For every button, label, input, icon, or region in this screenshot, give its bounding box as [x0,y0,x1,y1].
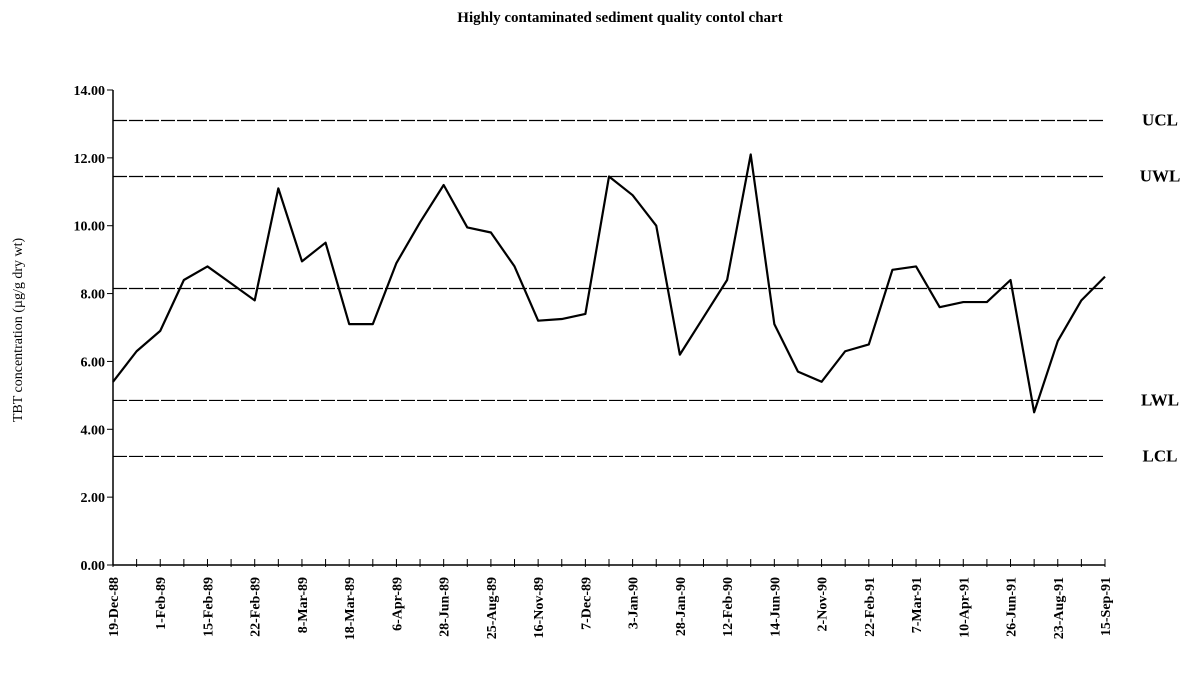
y-tick-label: 8.00 [81,288,106,303]
x-tick-label: 28-Jun-89 [438,577,453,637]
chart-title: Highly contaminated sediment quality con… [457,10,782,26]
x-tick-label: 3-Jan-90 [627,577,642,629]
x-tick-label: 25-Aug-89 [485,577,500,639]
x-tick-label: 2-Nov-90 [816,577,831,631]
y-tick-label: 6.00 [81,355,106,370]
x-tick-label: 6-Apr-89 [390,577,405,631]
y-tick-label: 4.00 [81,423,106,438]
x-tick-label: 1-Feb-89 [154,577,169,630]
x-tick-label: 8-Mar-89 [296,577,311,633]
x-tick-label: 19-Dec-88 [107,577,122,637]
control-line-label: UWL [1140,167,1181,186]
x-tick-label: 7-Dec-89 [579,577,594,630]
y-axis-label: TBT concentration (µg/g dry wt) [11,238,26,423]
x-tick-label: 12-Feb-90 [721,577,736,637]
control-line-label: LWL [1141,390,1179,409]
x-tick-label: 15-Feb-89 [201,577,216,637]
y-tick-label: 0.00 [81,559,106,574]
control-line-label: UCL [1142,111,1178,130]
x-tick-label: 14-Jun-90 [768,577,783,637]
x-tick-label: 10-Apr-91 [957,577,972,638]
control-line-label: LCL [1143,446,1178,465]
x-tick-label: 22-Feb-89 [249,577,264,637]
x-tick-label: 18-Mar-89 [343,577,358,640]
x-tick-label: 23-Aug-91 [1052,577,1067,639]
data-line [112,153,1106,414]
x-tick-label: 26-Jun-91 [1005,577,1020,637]
y-tick-label: 10.00 [74,220,106,235]
x-tick-label: 28-Jan-90 [674,577,689,636]
y-tick-label: 2.00 [81,491,106,506]
y-tick-label: 12.00 [74,152,106,167]
x-tick-label: 16-Nov-89 [532,577,547,638]
x-tick-label: 7-Mar-91 [910,577,925,633]
y-tick-label: 14.00 [74,84,106,99]
x-tick-label: 15-Sep-91 [1099,577,1114,636]
x-tick-label: 22-Feb-91 [863,577,878,637]
